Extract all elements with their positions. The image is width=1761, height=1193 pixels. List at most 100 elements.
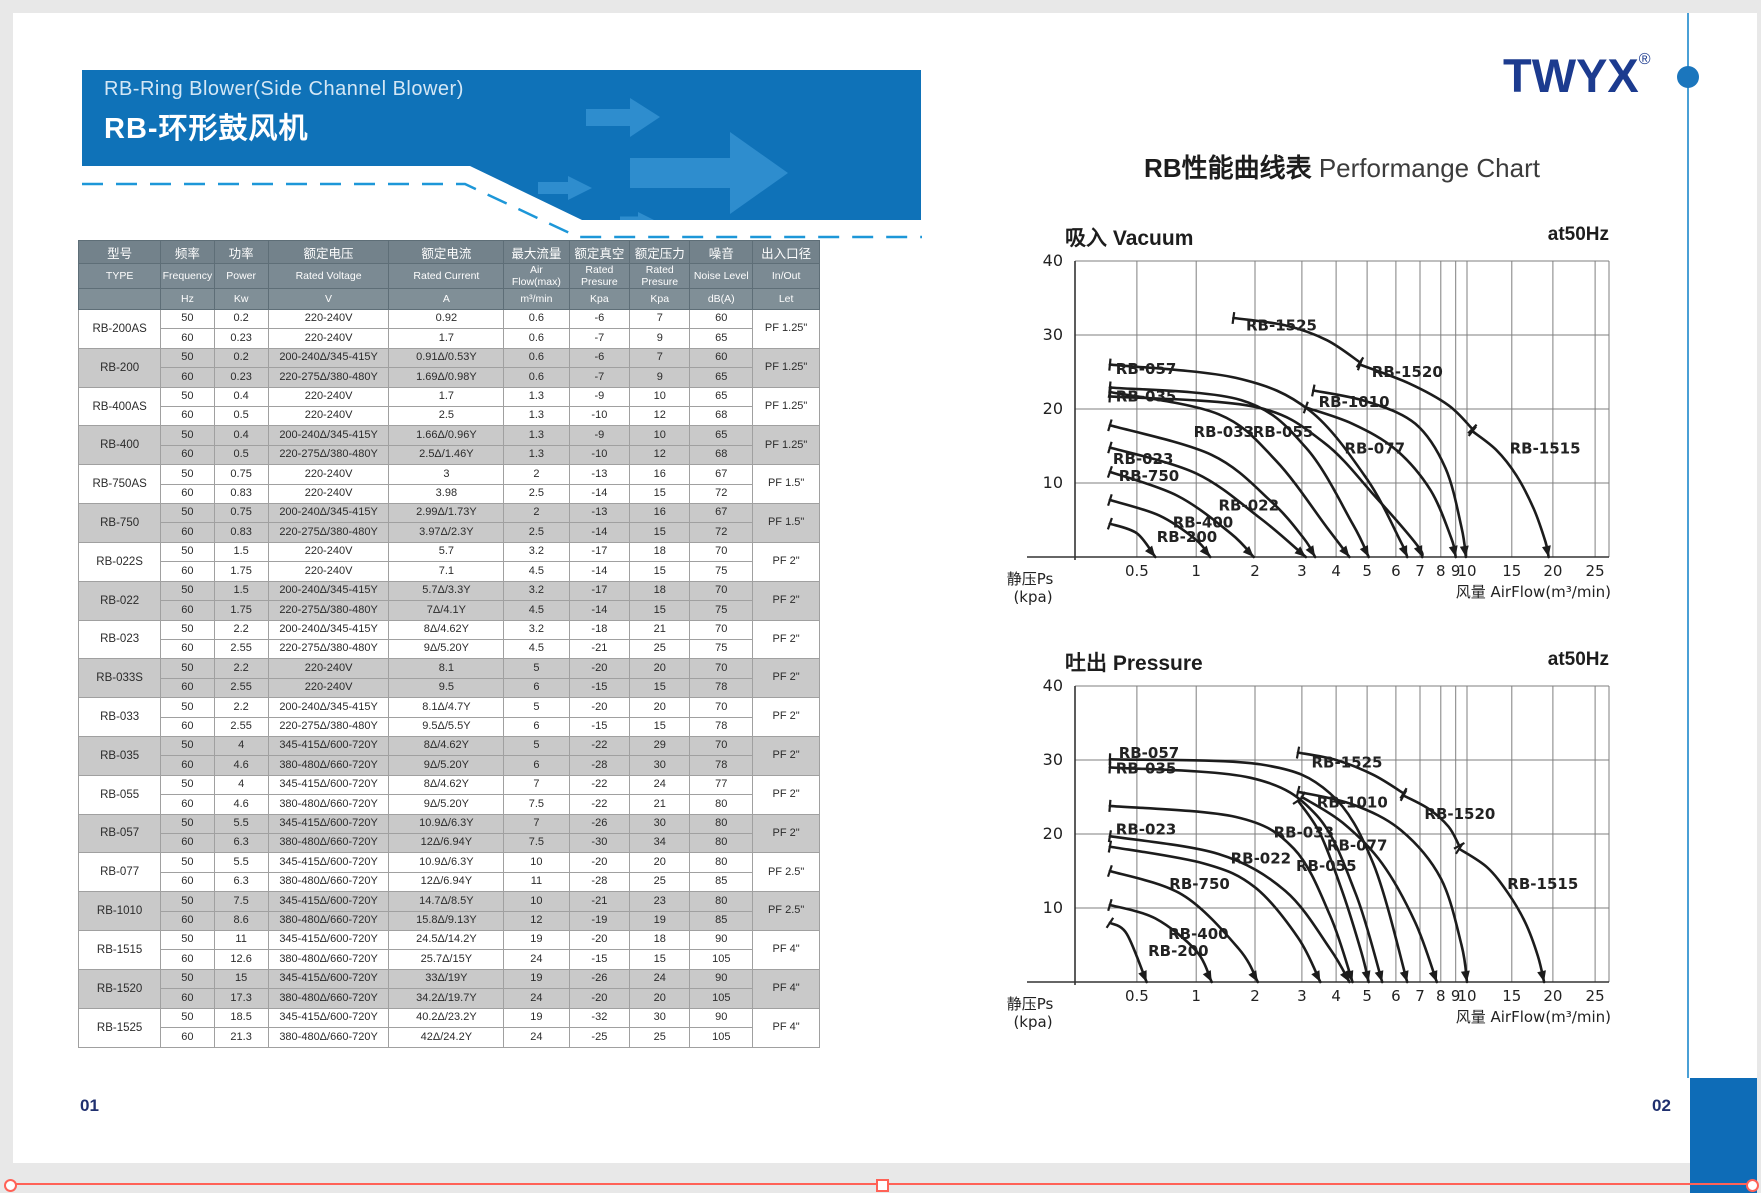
table-cell: 25.7Δ/15Y	[388, 949, 505, 970]
table-cell: 18.5	[213, 1007, 269, 1029]
inout-cell: PF 1.25"	[752, 347, 820, 388]
curve-RB-1010	[1296, 790, 1469, 984]
table-cell: 34.2Δ/19.7Y	[388, 988, 505, 1009]
table-cell: 40.2Δ/23.2Y	[388, 1007, 505, 1029]
x-tick-label: 7	[1415, 987, 1425, 1005]
x-tick-label: 7	[1415, 562, 1425, 580]
model-cell: RB-1515	[77, 930, 162, 970]
table-cell: 15	[629, 716, 691, 737]
table-cell: 8.1Δ/4.7Y	[388, 697, 505, 718]
banner-title: RB-环形鼓风机	[104, 113, 309, 145]
table-cell: -20	[568, 852, 631, 873]
table-cell: 6.3	[213, 832, 269, 854]
table-cell: 1.3	[503, 386, 570, 408]
model-cell: RB-022	[77, 580, 162, 621]
inout-cell: PF 4"	[752, 930, 820, 970]
table-cell: 60	[160, 406, 215, 427]
table-header-cell: m³/min	[503, 288, 570, 310]
table-cell: 80	[689, 891, 754, 912]
table-cell: 2.5	[388, 406, 505, 427]
x-tick-label: 5	[1362, 562, 1372, 580]
inout-cell: PF 1.25"	[752, 309, 820, 349]
table-row: RB-750AS 50 0.75 220-240V 3 2 -13 16 67 PF 1.5"	[77, 464, 820, 505]
page-number-right: 02	[1652, 1096, 1671, 1115]
table-header-cell: Rated Current	[388, 263, 505, 289]
x-tick-label: 9	[1451, 562, 1461, 580]
table-cell: 78	[689, 716, 754, 737]
model-cell: RB-033	[77, 697, 162, 737]
table-cell: -10	[568, 444, 631, 466]
table-cell: -30	[568, 832, 631, 854]
table-cell: 0.6	[503, 328, 570, 349]
annotation-handle-right[interactable]	[1746, 1179, 1759, 1192]
table-cell: 15	[629, 522, 691, 543]
table-cell: 7	[503, 774, 570, 796]
table-header-cell: 额定电流	[388, 240, 505, 264]
table-cell: 105	[689, 949, 754, 970]
table-cell: 15	[629, 600, 691, 621]
curve-RB-400	[1108, 903, 1213, 984]
model-cell: RB-400AS	[77, 386, 162, 427]
table-cell: 60	[160, 988, 215, 1009]
curve-start-tick	[1356, 358, 1364, 371]
curve-arrow-icon	[1311, 970, 1321, 982]
table-cell: 0.92	[388, 308, 505, 330]
x-axis-title: 风量 AirFlow(m³/min)	[1456, 583, 1611, 601]
inout-cell: PF 2"	[752, 580, 820, 621]
curve-RB-033	[1108, 390, 1351, 559]
table-cell: -20	[568, 929, 631, 951]
table-cell: -6	[568, 347, 631, 369]
annotation-handle-left[interactable]	[4, 1179, 17, 1192]
table-cell: 1.75	[213, 561, 269, 582]
table-cell: 0.6	[503, 367, 570, 388]
table-cell: 0.23	[213, 367, 269, 388]
table-cell: 8Δ/4.62Y	[388, 735, 505, 757]
table-row: RB-200 50 0.2 200-240Δ/345-415Y 0.91Δ/0.53Y 0…	[77, 347, 820, 388]
table-cell: -22	[568, 794, 631, 815]
curve-label-RB-400: RB-400	[1168, 925, 1229, 943]
table-cell: -14	[568, 522, 631, 543]
table-cell: 70	[689, 580, 754, 602]
vacuum-chart-frequency: at50Hz	[1547, 224, 1609, 245]
curve-label-RB-1525: RB-1525	[1312, 753, 1383, 771]
curve-RB-750	[1108, 470, 1255, 559]
table-cell: 15	[629, 677, 691, 699]
table-cell: 0.83	[213, 522, 269, 543]
table-cell: 75	[689, 638, 754, 660]
annotation-handle-center[interactable]	[876, 1179, 889, 1192]
curve-arrow-icon	[1460, 970, 1470, 982]
model-cell: RB-077	[77, 852, 162, 893]
table-cell: 0.4	[213, 386, 269, 408]
curve-arrow-icon	[1248, 970, 1258, 982]
table-row: 60 21.3 380-480Δ/660-720Y 42Δ/24.2Y 24 -25 25 1…	[79, 1027, 820, 1048]
curve-RB-077	[1304, 406, 1457, 559]
banner-text: RB-Ring Blower(Side Channel Blower) RB-环…	[104, 78, 464, 147]
curve-end-tick	[1453, 841, 1465, 850]
table-cell: 220-240V	[267, 677, 390, 699]
section-title-cn: RB性能曲线表	[1144, 153, 1312, 183]
curve-RB-1520	[1402, 794, 1461, 848]
table-cell: 220-275Δ/380-480Y	[267, 444, 390, 466]
curve-RB-023	[1108, 446, 1308, 559]
curve-label-RB-023: RB-023	[1113, 450, 1174, 468]
curve-start-tick	[1107, 840, 1113, 853]
table-cell: 24	[503, 949, 570, 970]
table-cell: 30	[629, 1007, 691, 1029]
table-cell: 7	[629, 347, 691, 369]
y-tick-label: 10	[1043, 473, 1063, 492]
table-header-cell: Kpa	[568, 288, 631, 310]
table-cell: 2	[503, 464, 570, 485]
table-cell: 50	[160, 541, 215, 563]
table-cell: -15	[568, 677, 631, 699]
y-tick-label: 30	[1043, 750, 1063, 769]
table-cell: 380-480Δ/660-720Y	[267, 1027, 390, 1048]
table-header-cell: 频率	[160, 240, 215, 264]
table-cell: -20	[568, 658, 631, 679]
curve-arrow-icon	[1448, 545, 1458, 557]
table-cell: 2.5	[503, 483, 570, 505]
table-cell: 50	[160, 697, 215, 718]
table-header-cell: 最大流量	[503, 240, 570, 264]
table-cell: 0.2	[213, 308, 269, 330]
table-cell: 1.3	[503, 406, 570, 427]
